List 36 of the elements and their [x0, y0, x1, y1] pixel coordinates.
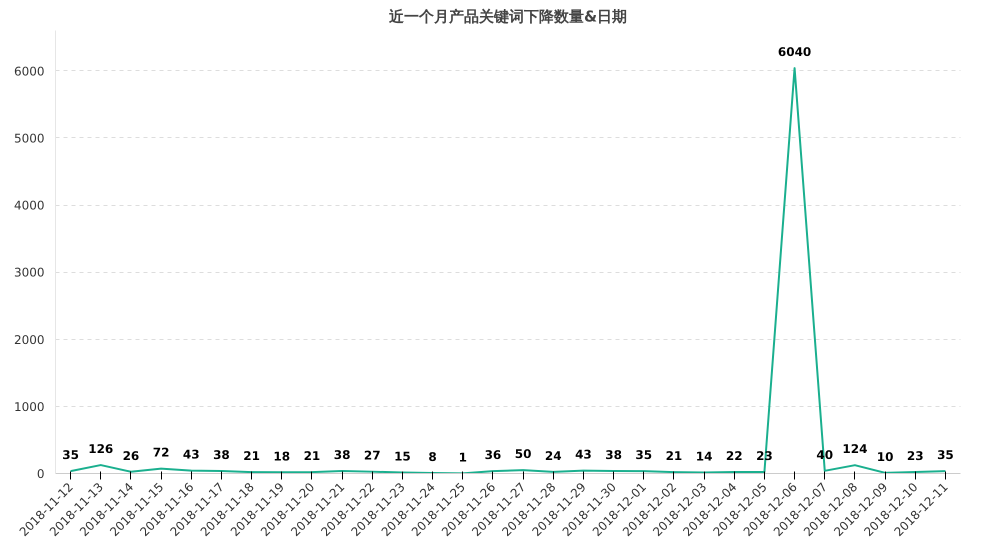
data-label: 50 [514, 447, 532, 462]
data-label: 24 [544, 448, 562, 463]
data-label: 21 [304, 449, 320, 464]
data-label: 38 [334, 448, 350, 462]
data-label: 6040 [778, 45, 812, 60]
data-label: 43 [182, 448, 200, 462]
data-label: 15 [394, 449, 411, 464]
y-tick-label: 3000 [14, 266, 45, 280]
y-tick-label: 4000 [14, 198, 45, 213]
data-label: 35 [62, 448, 79, 462]
y-tick-label: 0 [36, 467, 45, 481]
data-label: 1 [458, 450, 467, 464]
y-tick-label: 2000 [14, 332, 45, 347]
y-tick-label: 6000 [14, 64, 45, 78]
chart-title: 近一个月产品关键词下降数量&日期 [388, 8, 628, 26]
data-label: 43 [575, 448, 592, 462]
data-label: 35 [635, 448, 652, 462]
data-label: 35 [937, 448, 954, 462]
data-label: 14 [696, 450, 712, 464]
data-label: 8 [428, 450, 437, 464]
data-label: 38 [605, 448, 622, 462]
y-tick-label: 1000 [14, 400, 45, 414]
data-label: 18 [273, 449, 290, 464]
data-label: 22 [726, 449, 743, 464]
data-label: 72 [152, 446, 170, 460]
data-label: 126 [88, 442, 114, 456]
data-label: 10 [876, 450, 894, 464]
data-label: 36 [484, 448, 502, 462]
data-label: 21 [243, 449, 260, 464]
data-label: 26 [122, 448, 140, 463]
y-tick-label: 5000 [14, 131, 45, 146]
data-label: 38 [213, 448, 230, 462]
data-label: 27 [364, 448, 381, 463]
data-label: 21 [666, 449, 682, 464]
data-label: 124 [842, 442, 868, 456]
data-label: 23 [906, 448, 924, 463]
